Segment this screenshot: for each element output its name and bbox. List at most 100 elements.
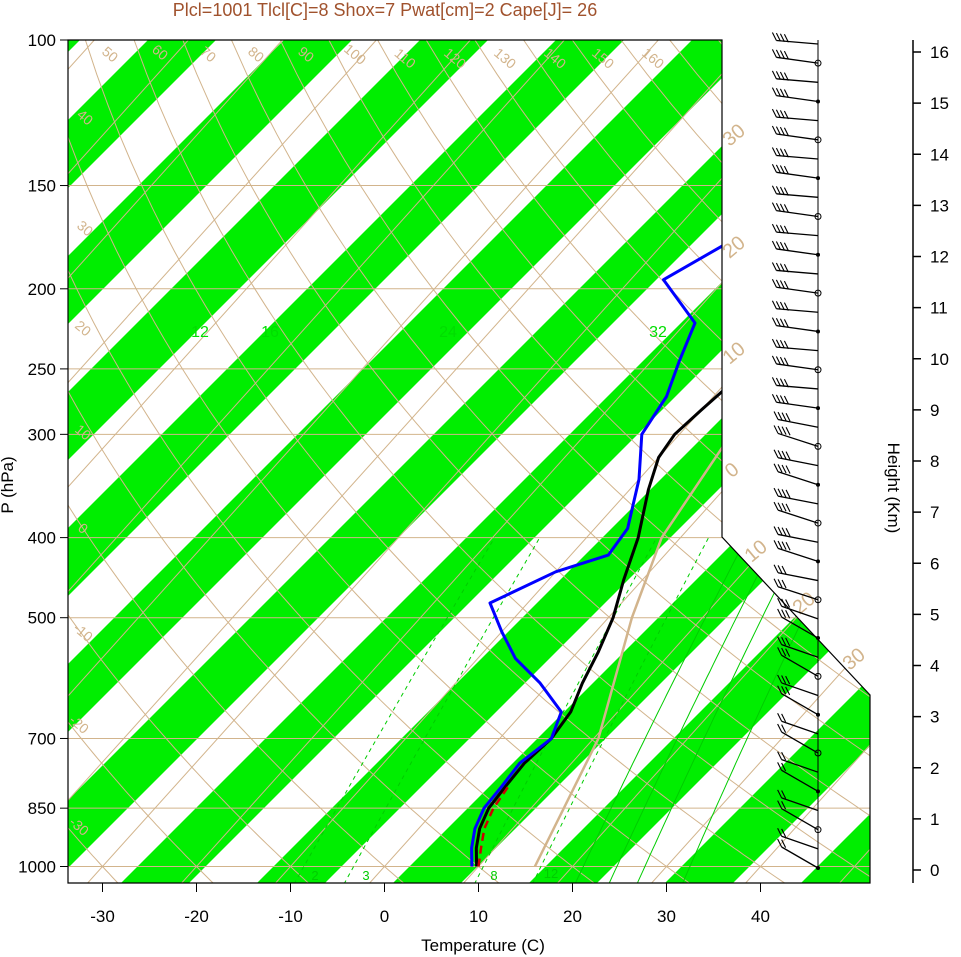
mixing-ratio-label: 8 xyxy=(490,868,497,883)
height-tick-label: 11 xyxy=(930,299,948,318)
wind-barb-feather xyxy=(783,302,789,311)
wind-barb-feather xyxy=(773,411,779,420)
wind-barb-feather xyxy=(783,89,789,98)
wind-barb-feather xyxy=(777,565,783,574)
wind-barb-feather xyxy=(785,503,791,513)
wind-barb-feather xyxy=(783,72,789,81)
wind-barb-feather xyxy=(775,394,781,404)
wind-barb xyxy=(781,846,819,869)
wind-barb-feather xyxy=(771,202,777,211)
wind-barb xyxy=(781,693,819,716)
wind-barb-feather xyxy=(783,340,789,350)
wind-barb-feather xyxy=(777,800,783,809)
wind-barb-feather xyxy=(771,223,777,233)
calm-circle xyxy=(814,212,822,220)
wind-barb-feather xyxy=(779,241,785,251)
green-band xyxy=(588,40,870,883)
wind-barb-feather xyxy=(781,541,787,550)
calm-circle xyxy=(814,136,822,144)
wind-barb xyxy=(781,731,819,754)
wind-barb xyxy=(777,457,819,467)
height-tick-label: 2 xyxy=(930,759,939,778)
wind-barb-feather xyxy=(771,185,777,195)
wind-barb-feather xyxy=(777,598,783,607)
wind-barb-feather xyxy=(779,378,785,387)
wind-barb-feather xyxy=(779,318,785,328)
wind-barb-feather xyxy=(781,801,787,810)
wind-barb-feather xyxy=(779,33,785,42)
wind-dot xyxy=(816,636,820,641)
wind-barb-feather xyxy=(779,148,785,157)
wind-barb-feather xyxy=(781,450,787,460)
wind-barb xyxy=(781,682,819,697)
wind-barb xyxy=(776,286,819,294)
wind-barb-feather xyxy=(771,32,777,41)
wind-barb-feather xyxy=(777,827,783,837)
y-axis-ticks: 1000 850 700 500 400 300 250 200 150 100 xyxy=(18,31,68,877)
isotherm-line xyxy=(68,40,377,883)
wind-barb-feather xyxy=(771,262,777,271)
isotherm-line xyxy=(68,40,283,883)
dry-adiabat xyxy=(68,40,501,883)
wind-barb-feather xyxy=(783,225,789,235)
wind-barb-feather xyxy=(777,647,783,656)
wind-barb-feather xyxy=(781,489,787,498)
wind-barb xyxy=(777,432,819,448)
wind-barb-feather xyxy=(785,675,791,685)
green-band xyxy=(860,40,870,883)
wind-barb xyxy=(777,586,819,601)
wind-barb-feather xyxy=(775,377,781,387)
wind-barb-feather xyxy=(775,262,781,272)
wind-barb-feather xyxy=(773,578,779,587)
wind-dot xyxy=(816,482,820,487)
dry-adiabat xyxy=(425,40,870,883)
wind-barb-feather xyxy=(777,502,783,511)
wind-barb xyxy=(776,363,819,371)
wind-barb-feather xyxy=(775,339,781,348)
side-isotherm-label: 20 xyxy=(719,232,750,263)
dry-adiabat xyxy=(279,40,870,883)
wind-dot xyxy=(816,406,820,411)
dry-adiabat xyxy=(84,40,787,883)
side-isotherm-label: 10 xyxy=(719,338,750,369)
x-tick-label: -20 xyxy=(184,907,209,926)
wind-barb-feather xyxy=(783,319,789,328)
wind-barb-feather xyxy=(783,395,789,405)
wind-barb-feather xyxy=(771,240,777,250)
mixing-ratio-line xyxy=(681,537,843,883)
mixing-ratio-label: 2 xyxy=(311,868,318,883)
mixing-ratio-label: 3 xyxy=(362,868,369,883)
isotherm-line xyxy=(68,40,565,883)
side-isotherm-label: 0 xyxy=(721,458,744,482)
wind-barb-feather xyxy=(775,301,781,310)
wind-barb-feather xyxy=(781,828,787,838)
wind-barb-feather xyxy=(777,838,783,848)
wind-barb-feather xyxy=(777,450,783,459)
wind-barb xyxy=(781,616,819,639)
x-tick-label: 10 xyxy=(469,907,488,926)
wind-barb-feather xyxy=(775,224,781,233)
y-tick-label: 100 xyxy=(28,31,56,50)
wind-barb-feather xyxy=(783,280,789,290)
wind-barb-feather xyxy=(771,355,777,365)
green-band xyxy=(68,40,528,883)
wind-barb-feather xyxy=(785,527,791,537)
wind-barb-feather xyxy=(773,501,779,511)
y-tick-label: 250 xyxy=(28,360,56,379)
wind-barb-feather xyxy=(779,186,785,196)
height-tick-label: 6 xyxy=(930,554,939,573)
wind-dot xyxy=(816,866,820,870)
wind-dot xyxy=(816,559,820,564)
y-tick-label: 150 xyxy=(28,177,56,196)
wind-barb-feather xyxy=(781,647,787,657)
wind-barb xyxy=(776,133,819,141)
y-tick-label: 400 xyxy=(28,529,56,548)
wind-barb xyxy=(776,116,819,122)
wind-barb-feather xyxy=(775,317,781,327)
wind-barb-feather xyxy=(785,686,791,696)
wind-barb-feather xyxy=(781,675,787,684)
wind-dot xyxy=(816,712,820,717)
wind-barbs-column xyxy=(771,32,822,870)
wind-barb-feather xyxy=(781,579,787,589)
calm-circle xyxy=(814,442,822,450)
